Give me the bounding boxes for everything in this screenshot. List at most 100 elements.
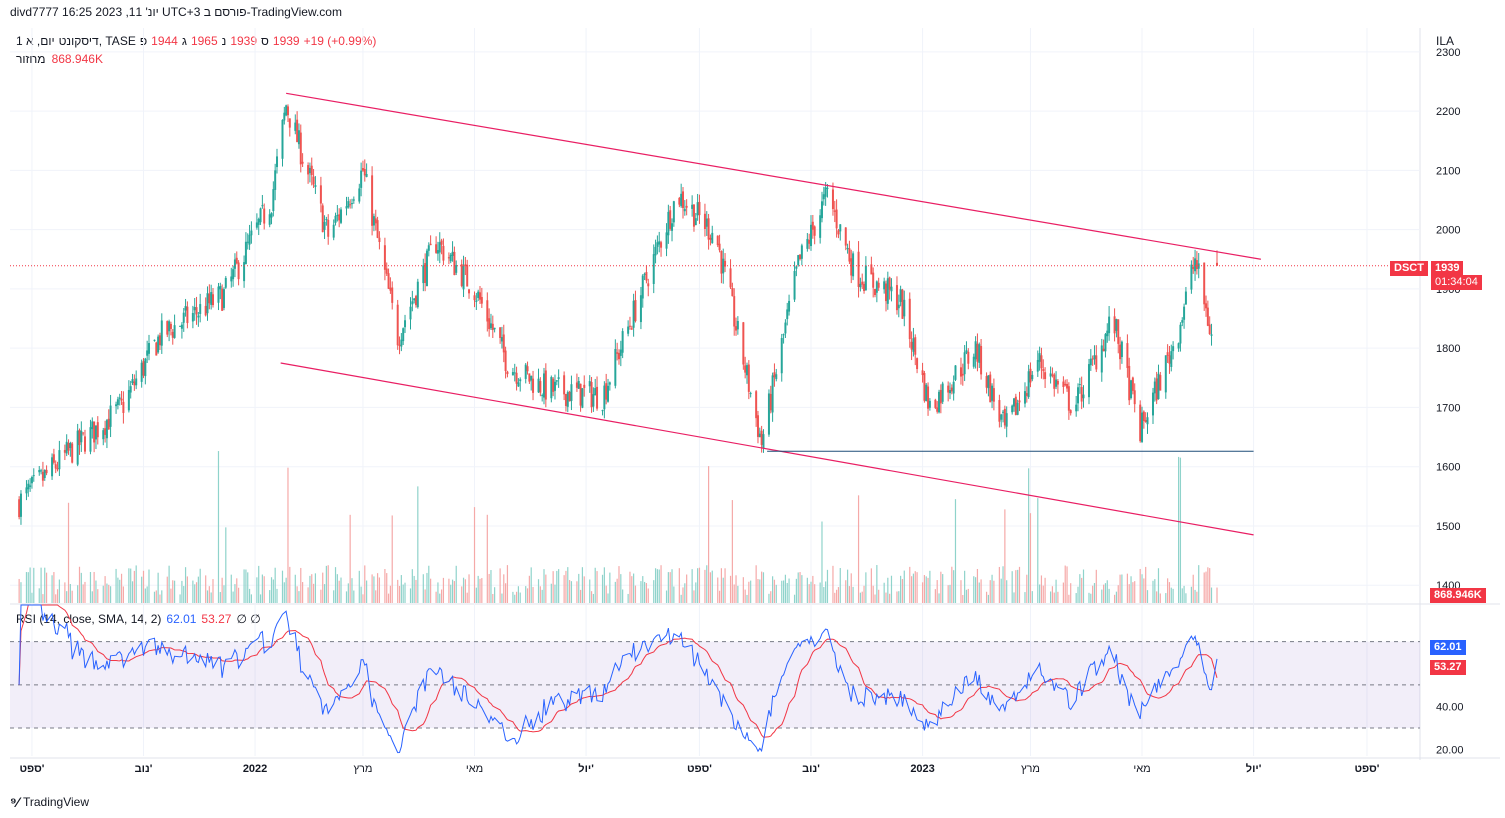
candle-body <box>603 385 606 410</box>
candle-body <box>52 454 55 463</box>
tradingview-brand[interactable]: ⁹⁄ TradingView <box>10 794 89 810</box>
volume-bar <box>737 585 739 603</box>
candle-body <box>864 265 867 291</box>
candle-body <box>1130 380 1133 398</box>
volume-bar <box>84 581 86 603</box>
candle-body <box>499 327 502 338</box>
candle-body <box>312 176 315 185</box>
volume-bar <box>91 591 93 603</box>
x-tick-label: מאי <box>1133 763 1150 775</box>
x-tick-label: יול' <box>1246 762 1262 775</box>
candle-body <box>422 265 425 284</box>
candle-body <box>716 235 719 246</box>
candle-body <box>1166 352 1169 356</box>
candle-body <box>883 281 886 290</box>
volume-bar <box>283 582 285 603</box>
volume-bar <box>55 594 57 603</box>
volume-bar <box>170 588 172 603</box>
volume-bar <box>333 590 335 603</box>
volume-bar <box>1106 580 1108 603</box>
volume-bar <box>1024 592 1026 603</box>
candles <box>18 104 1219 525</box>
candle-body <box>376 220 379 238</box>
volume-bar <box>82 584 84 603</box>
volume-bar <box>874 594 876 603</box>
volume-bar <box>462 577 465 603</box>
candle-body <box>877 282 880 288</box>
candle-body <box>135 378 138 386</box>
volume-bar <box>1159 593 1161 603</box>
x-tick-label: מרץ <box>1021 763 1040 775</box>
candle-body <box>127 389 130 411</box>
candle-body <box>1029 368 1032 383</box>
volume-bar <box>768 593 770 603</box>
volume-bar <box>413 575 415 603</box>
x-tick-label: 2022 <box>243 763 267 775</box>
candle-body <box>442 245 445 261</box>
candle-body <box>925 384 928 402</box>
volume-bar <box>989 580 991 603</box>
volume-bar <box>786 582 788 603</box>
volume-bar <box>312 583 315 603</box>
candle-body <box>191 312 194 322</box>
volume-bar <box>903 570 905 603</box>
candle-body <box>952 381 955 394</box>
open-value: 1944 <box>151 34 178 48</box>
candle-body <box>1053 374 1056 389</box>
volume-bar <box>910 576 913 603</box>
candle-body <box>530 375 533 381</box>
y-tick-label: 2100 <box>1436 165 1460 177</box>
volume-bar <box>887 577 889 603</box>
volume-bar <box>144 588 146 603</box>
volume-bar <box>435 591 437 603</box>
candle-body <box>248 234 251 245</box>
volume-bar <box>455 565 457 603</box>
volume-bar <box>269 590 271 603</box>
candle-body <box>1113 316 1116 334</box>
volume-bar <box>1179 457 1182 603</box>
interval-label[interactable]: 1 יום, א <box>16 34 55 48</box>
volume-bar <box>806 577 808 603</box>
volume-bar <box>345 591 348 603</box>
candle-body <box>998 400 1001 422</box>
volume-bar <box>742 577 744 603</box>
volume-bar <box>258 565 260 603</box>
symbol-tag: DSCT <box>1390 261 1428 276</box>
candle-body <box>186 306 189 324</box>
volume-bar <box>850 573 852 603</box>
candle-body <box>506 371 509 375</box>
candle-body <box>694 218 697 226</box>
candle-body <box>283 112 286 121</box>
candle-body <box>736 320 739 330</box>
candle-body <box>1025 393 1028 396</box>
volume-bar <box>1103 584 1105 603</box>
candle-body <box>799 254 802 260</box>
volume-bar <box>217 451 220 603</box>
volume-bar <box>1117 585 1119 603</box>
candle-body <box>18 499 21 518</box>
candle-body <box>630 328 633 330</box>
volume-bar <box>673 586 675 603</box>
symbol-label[interactable]: דיסקונט, TASE <box>58 34 136 48</box>
candle-body <box>371 175 374 226</box>
volume-bar <box>975 577 977 603</box>
candle-body <box>627 326 630 334</box>
volume-bar <box>991 574 993 603</box>
candle-body <box>477 291 480 298</box>
candle-body <box>360 170 363 188</box>
volume-bar <box>883 582 885 603</box>
volume-bar <box>289 566 291 603</box>
volume-bar <box>731 500 733 603</box>
volume-bar <box>634 585 637 603</box>
candle-body <box>833 210 836 212</box>
volume-legend[interactable]: מחזור 868.946K <box>16 52 103 66</box>
candle-body <box>118 397 121 399</box>
currency-label[interactable]: ILA <box>1436 34 1455 48</box>
volume-bar <box>442 577 445 603</box>
candle-body <box>936 407 939 412</box>
volume-bar <box>647 588 649 603</box>
candle-body <box>747 364 750 392</box>
candle-body <box>19 493 22 517</box>
volume-bar <box>583 576 585 603</box>
